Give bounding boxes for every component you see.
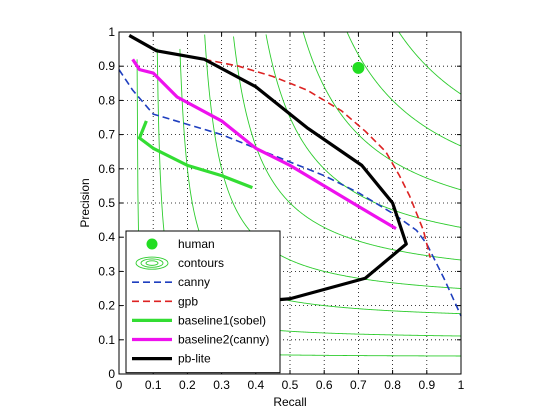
contour-line [204,34,462,289]
legend-swatch-human [146,238,158,250]
contour-line [233,36,462,261]
series-human-marker [352,61,365,74]
contour-line [302,32,462,191]
x-tick-label: 0.8 [384,378,401,392]
x-tick-label: 0.9 [418,378,435,392]
x-tick-label: 0.7 [350,378,367,392]
y-tick-label: 1 [108,25,115,39]
legend-label: canny [178,275,210,289]
x-tick-label: 0.2 [179,378,196,392]
x-axis-label: Recall [273,395,306,409]
legend-swatch-contours [135,256,169,270]
y-tick-label: 0.6 [98,162,115,176]
legend: human contours canny gpb baseline1(sobel) bas… [125,230,281,374]
legend-label: pb-lite [178,352,211,366]
x-tick-label: 0.1 [145,378,162,392]
legend-box [125,230,281,374]
legend-label: baseline1(sobel) [178,313,266,327]
y-tick-label: 0 [108,367,115,381]
contour-line [398,31,462,95]
legend-label: baseline2(canny) [178,333,269,347]
y-tick-label: 0.3 [98,264,115,278]
axes-frame [118,31,462,375]
x-tick-label: 1 [458,378,465,392]
x-tick-label: 0.5 [282,378,299,392]
x-tick-label: 0.3 [213,378,230,392]
x-tick-label: 0 [116,378,123,392]
tick-labels: 0 0.1 0.2 0.3 0.4 0.5 0.6 0.7 0.8 0.9 1 0 0.1 0.2 0.3 0… [98,25,464,392]
series-line-gpb [204,58,431,258]
contour-line [265,34,462,228]
legend-label: human [178,237,215,251]
x-tick-label: 0.6 [316,378,333,392]
y-tick-label: 0.9 [98,59,115,73]
legend-label: gpb [178,294,198,308]
legend-label: contours [178,256,224,270]
y-tick-label: 0.2 [98,299,115,313]
series-line-baseline2-canny- [131,58,397,231]
x-tick-label: 0.4 [247,378,264,392]
contour-line [346,32,462,147]
series-line-baseline1-sobel- [137,120,253,190]
y-tick-label: 0.7 [98,128,115,142]
y-tick-label: 0.1 [98,333,115,347]
y-axis-label: Precision [78,178,92,227]
y-tick-label: 0.4 [98,230,115,244]
y-tick-label: 0.8 [98,93,115,107]
y-tick-label: 0.5 [98,196,115,210]
